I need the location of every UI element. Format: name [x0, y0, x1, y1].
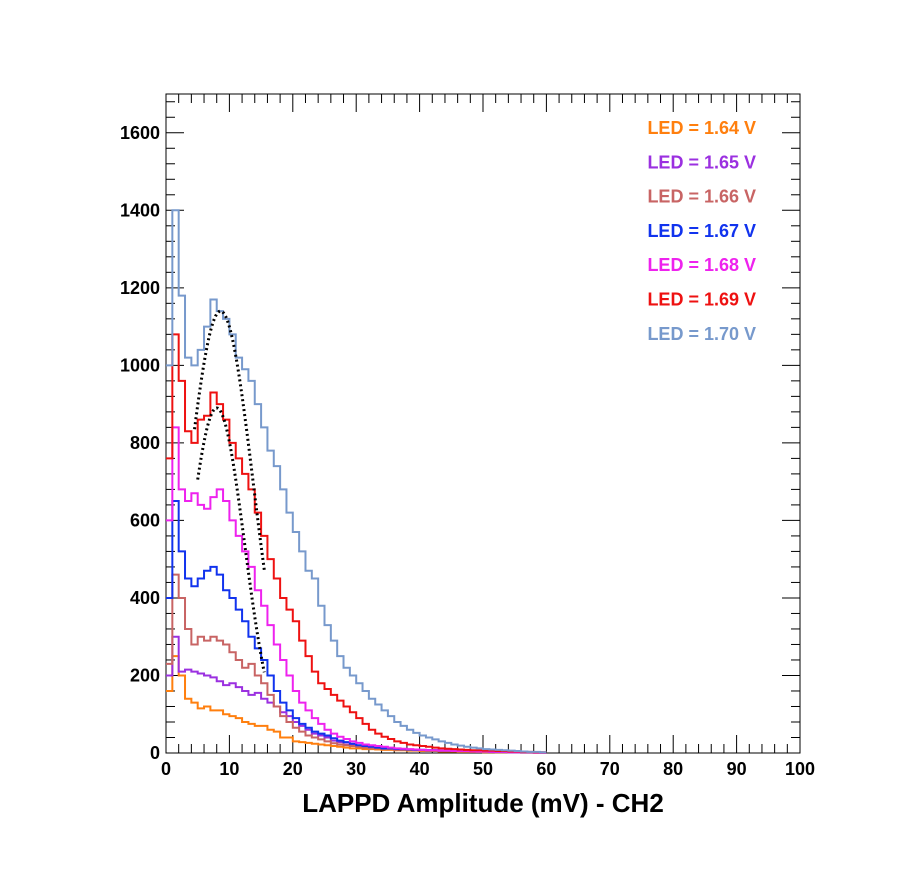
- legend-entry-3: LED = 1.67 V: [647, 221, 756, 241]
- y-tick-label: 1400: [120, 200, 160, 220]
- y-tick-label: 0: [150, 743, 160, 763]
- x-tick-label: 90: [727, 759, 747, 779]
- legend-entry-2: LED = 1.66 V: [647, 187, 756, 207]
- fit-1.69V: [196, 406, 266, 673]
- legend: LED = 1.64 V LED = 1.65 V LED = 1.66 V LED …: [647, 118, 756, 344]
- legend-entry-4: LED = 1.68 V: [647, 255, 756, 275]
- series-line-6: [166, 209, 547, 754]
- x-tick-label: 70: [600, 759, 620, 779]
- x-tick-label: 100: [785, 759, 815, 779]
- series-line-5: [166, 333, 547, 754]
- legend-entry-0: LED = 1.64 V: [647, 118, 756, 138]
- x-tick-label: 80: [663, 759, 683, 779]
- legend-entry-5: LED = 1.69 V: [647, 290, 756, 310]
- y-tick-label: 200: [130, 665, 160, 685]
- x-tick-label: 50: [473, 759, 493, 779]
- fit-1.70V: [193, 309, 266, 570]
- x-tick-label: 40: [410, 759, 430, 779]
- y-tick-label: 1200: [120, 278, 160, 298]
- axis-ticks: [165, 94, 801, 754]
- axis-tick-labels: 0 10 20 30 40 50 60 70 80 90 100020040060080010001…: [120, 123, 815, 779]
- series-line-4: [166, 426, 547, 754]
- fit-layer: [193, 309, 266, 673]
- y-tick-label: 1000: [120, 355, 160, 375]
- legend-entry-1: LED = 1.65 V: [647, 152, 756, 172]
- y-tick-label: 800: [130, 433, 160, 453]
- y-tick-label: 400: [130, 588, 160, 608]
- x-tick-label: 20: [283, 759, 303, 779]
- x-tick-label: 0: [161, 759, 171, 779]
- x-tick-label: 60: [536, 759, 556, 779]
- x-axis-title: LAPPD Amplitude (mV) - CH2: [302, 788, 664, 818]
- series-layer: [166, 209, 547, 754]
- legend-entry-6: LED = 1.70 V: [647, 324, 756, 344]
- plot-area: [165, 93, 801, 754]
- y-tick-label: 1600: [120, 123, 160, 143]
- x-tick-label: 10: [219, 759, 239, 779]
- x-tick-label: 30: [346, 759, 366, 779]
- y-tick-label: 600: [130, 510, 160, 530]
